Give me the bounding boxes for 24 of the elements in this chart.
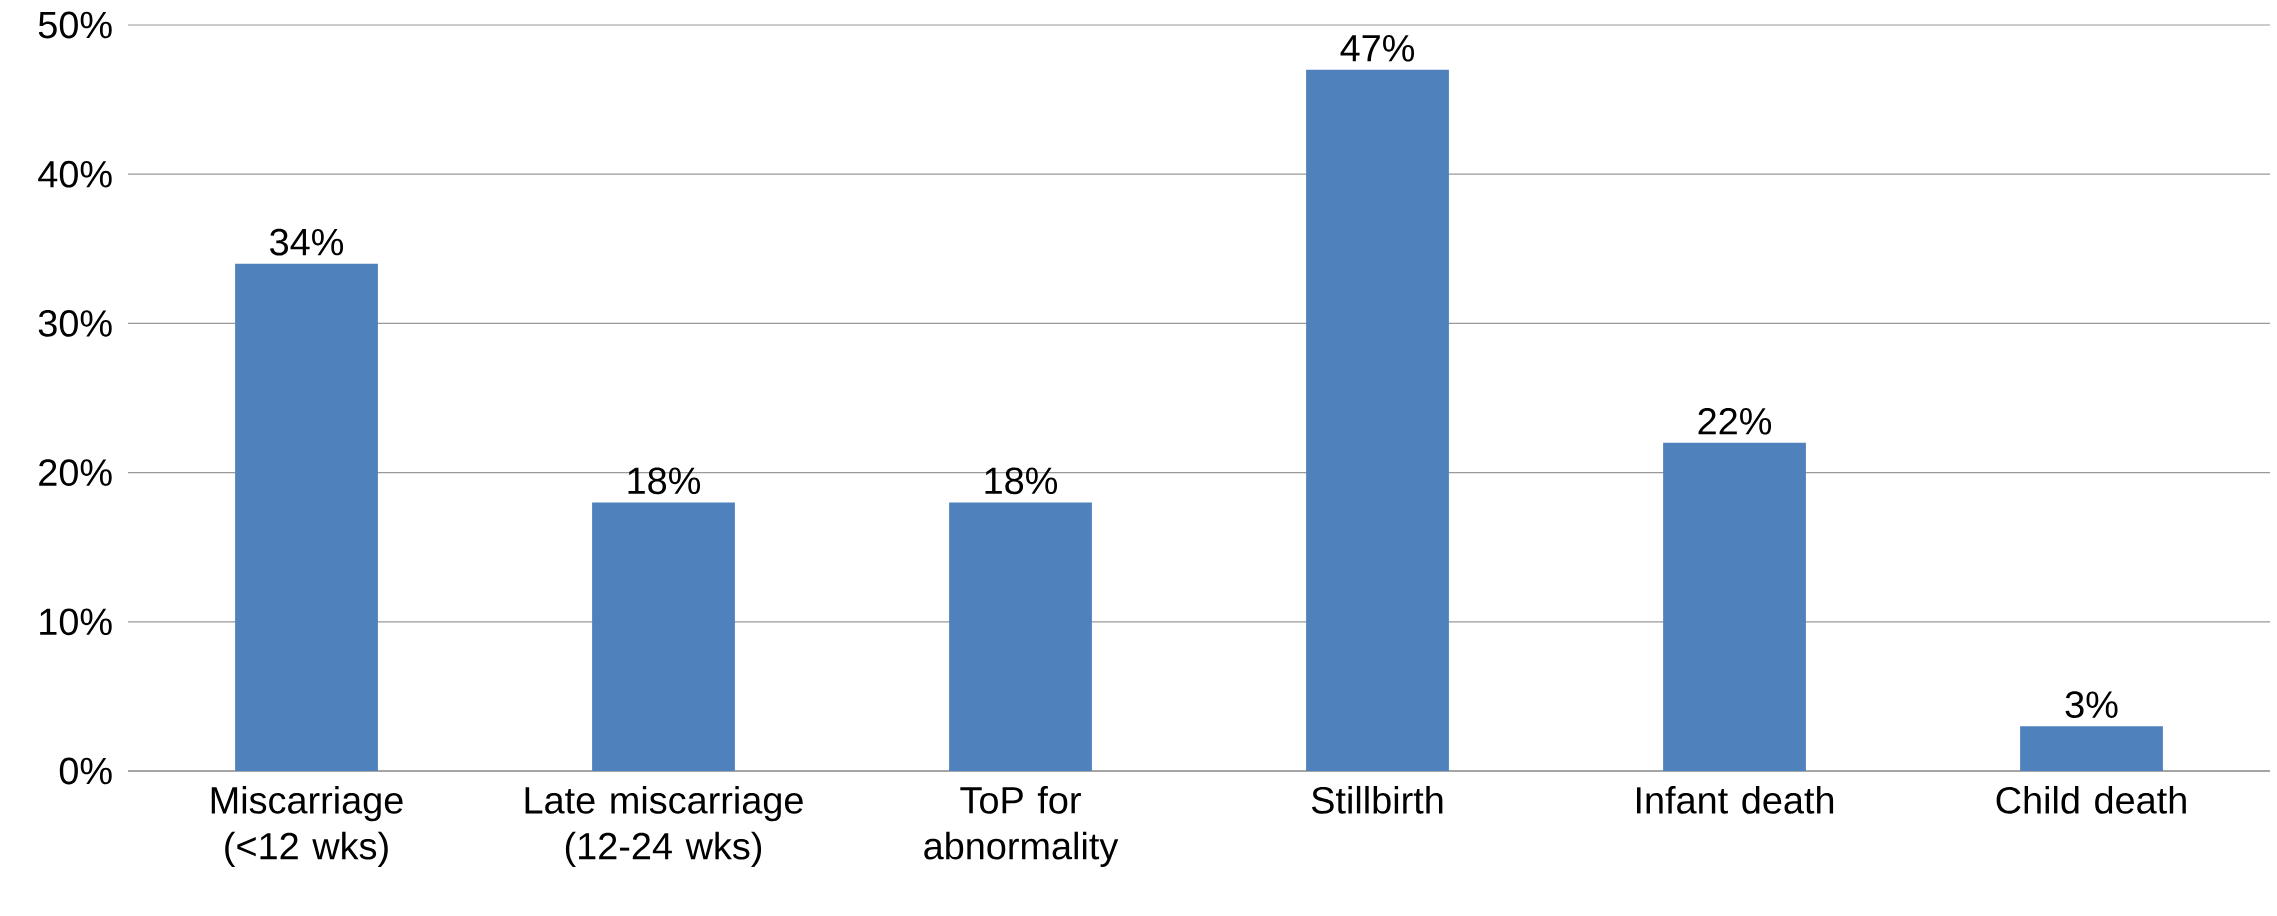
x-tick-label: Child death [1996,785,2186,814]
data-label: 34% [270,228,344,256]
y-tick-label: 50% [38,11,112,39]
x-tick-label: ToP for abnormality [924,785,1119,868]
data-label: 47% [1340,35,1415,62]
bar [592,502,735,771]
data-label: 22% [1698,407,1772,435]
data-label: 3% [2065,691,2118,719]
data-label: 18% [628,467,701,495]
bar [2020,726,2163,771]
x-tick-label: Stillbirth [1311,785,1443,814]
bar [235,263,378,771]
x-tick-label: Infant death [1636,785,1834,814]
bar [949,502,1092,771]
bar [1306,69,1449,771]
bar [1663,442,1806,771]
y-tick-label: 10% [40,608,112,636]
x-tick-label: Miscarriage (<12 wks) [211,785,403,868]
data-label: 18% [985,467,1058,495]
y-tick-label: 30% [38,309,112,337]
x-tick-label: Late miscarriage (12-24 wks) [525,785,803,868]
y-tick-label: 0% [59,757,112,785]
y-tick-label: 20% [39,459,112,486]
y-tick-label: 40% [38,160,112,188]
